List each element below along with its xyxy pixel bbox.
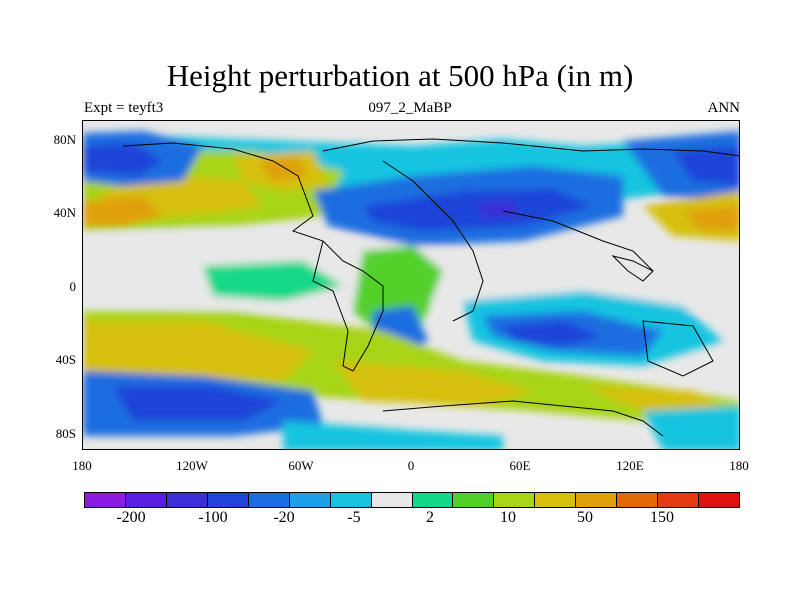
- lat-label-eq: 0: [69, 279, 77, 294]
- contour-region: [478, 201, 518, 218]
- colorbar-swatch: [617, 493, 659, 507]
- contour-region: [683, 206, 739, 231]
- colorbar-label: -100: [198, 509, 228, 526]
- colorbar-label: -5: [347, 509, 361, 526]
- lon-label-180w: 180: [72, 458, 92, 473]
- contour-region: [333, 361, 533, 406]
- colorbar-swatch: [371, 493, 413, 507]
- lat-label-80s: 80S: [55, 426, 76, 441]
- contour-region: [673, 146, 739, 186]
- contour-region: [283, 421, 503, 449]
- colorbar-label: 150: [650, 509, 674, 526]
- lat-label-80n: 80N: [53, 132, 76, 147]
- colorbar-swatch: [658, 493, 700, 507]
- lon-label-120e: 120E: [616, 458, 644, 473]
- colorbar-label: 2: [426, 509, 434, 526]
- colorbar-swatch: [248, 493, 290, 507]
- colorbar-swatch: [453, 493, 495, 507]
- colorbar-label: 50: [577, 509, 593, 526]
- lat-label-40s: 40S: [55, 352, 76, 367]
- contour-region: [503, 321, 603, 346]
- experiment-label: Expt = teyft3: [84, 100, 164, 116]
- plot-title: Height perturbation at 500 hPa (in m): [166, 58, 634, 93]
- colorbar: [84, 492, 740, 508]
- height-perturbation-map: [83, 121, 739, 449]
- lon-label-120w: 120W: [176, 458, 208, 473]
- colorbar-swatch: [494, 493, 536, 507]
- colorbar-swatch: [125, 493, 167, 507]
- season-label: ANN: [707, 100, 741, 116]
- lon-label-180e: 180: [729, 458, 749, 473]
- contour-region: [643, 406, 739, 449]
- colorbar-label: 10: [500, 509, 516, 526]
- colorbar-swatch: [166, 493, 208, 507]
- contour-region: [203, 261, 343, 301]
- lon-label-60w: 60W: [288, 458, 314, 473]
- contour-region: [83, 196, 163, 226]
- contour-region: [83, 321, 313, 381]
- lon-label-0: 0: [407, 458, 415, 473]
- colorbar-swatch: [330, 493, 372, 507]
- colorbar-swatch: [207, 493, 249, 507]
- colorbar-label: -200: [116, 509, 146, 526]
- colorbar-swatch: [412, 493, 454, 507]
- colorbar-swatch: [535, 493, 577, 507]
- contour-region: [363, 189, 593, 231]
- colorbar-swatch: [699, 493, 739, 507]
- colorbar-label: -20: [273, 509, 295, 526]
- coastline-outline: [122, 138, 739, 437]
- contour-region: [113, 386, 283, 421]
- colorbar-swatch: [289, 493, 331, 507]
- colorbar-swatch: [85, 493, 126, 507]
- lat-label-40n: 40N: [53, 205, 76, 220]
- contour-region: [83, 143, 163, 176]
- map-frame: [82, 120, 740, 450]
- time-label: 097_2_MaBP: [368, 100, 452, 116]
- lon-label-60e: 60E: [509, 458, 531, 473]
- colorbar-swatch: [576, 493, 618, 507]
- contour-region: [583, 386, 723, 411]
